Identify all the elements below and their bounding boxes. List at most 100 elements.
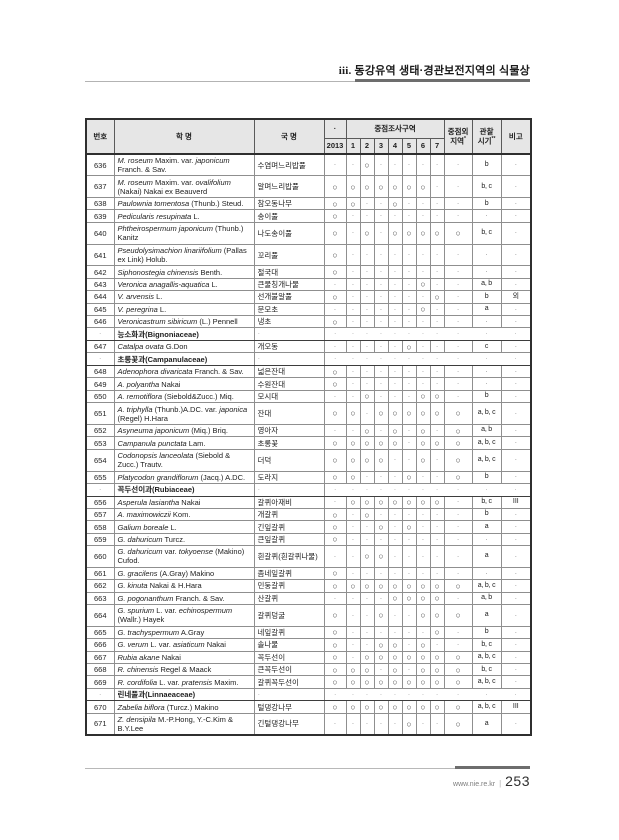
survey-mark-cell: ○ bbox=[415, 591, 431, 606]
survey-mark-cell: · bbox=[373, 153, 389, 177]
survey-mark-cell: ○ bbox=[373, 675, 389, 689]
survey-mark-cell: · bbox=[443, 175, 473, 199]
species-number-cell: 639 bbox=[85, 209, 115, 223]
observation-period-cell: b bbox=[471, 389, 502, 404]
table-header: 번호 학 명 국 명 · 중점조사구역 중점외 지역* 관찰 시기** 비고 201… bbox=[85, 118, 532, 155]
family-filler-cell: · bbox=[444, 482, 473, 497]
korean-name-cell: 갈퀴아재비 bbox=[253, 495, 325, 509]
survey-mark-cell: · bbox=[373, 209, 389, 223]
survey-mark-cell: ○ bbox=[359, 153, 375, 177]
survey-mark-cell: ○ bbox=[373, 520, 389, 534]
korean-name-cell: 꼭두선이 bbox=[253, 650, 325, 665]
family-filler-cell: · bbox=[324, 327, 346, 341]
survey-mark-cell: · bbox=[345, 364, 361, 379]
survey-mark-cell: ○ bbox=[345, 448, 361, 472]
species-number-cell: 669 bbox=[85, 675, 115, 689]
korean-name-cell: 개갈퀴 bbox=[253, 507, 325, 522]
survey-mark-cell: ○ bbox=[387, 436, 403, 450]
species-row: 671 Z. densipila M.-P.Hong, Y.-C.Kim & B.Y… bbox=[85, 712, 532, 736]
korean-name-cell: 큰잎갈퀴 bbox=[253, 532, 325, 547]
survey-mark-cell: · bbox=[443, 243, 473, 267]
survey-mark-cell: ○ bbox=[323, 638, 347, 652]
survey-mark-cell: · bbox=[359, 265, 375, 279]
survey-mark-cell: · bbox=[401, 448, 417, 472]
survey-mark-cell: · bbox=[387, 625, 403, 640]
survey-mark-cell: · bbox=[401, 604, 417, 627]
survey-mark-cell: ○ bbox=[429, 663, 445, 677]
species-number-cell: 659 bbox=[85, 532, 115, 547]
scientific-name-cell: Veronicastrum sibiricum (L.) Pennell bbox=[113, 315, 255, 329]
korean-name-cell: 큰꼭두선이 bbox=[253, 663, 325, 677]
species-row: 648 Adenophora divaricata Franch. & Sav. 넓… bbox=[85, 364, 532, 379]
species-row: 647 Catalpa ovata G.Don 개오동 · · · · · ○ · · · c · bbox=[85, 339, 532, 354]
survey-mark-cell: ○ bbox=[415, 579, 431, 593]
survey-mark-cell: · bbox=[401, 364, 417, 379]
survey-mark-cell: ○ bbox=[415, 495, 431, 509]
survey-mark-cell: · bbox=[429, 243, 445, 267]
note-cell: · bbox=[500, 507, 532, 522]
col-header-plot-2: 2 bbox=[359, 137, 375, 155]
survey-mark-cell: · bbox=[401, 153, 417, 177]
survey-mark-cell: ○ bbox=[359, 579, 375, 593]
family-filler-cell: · bbox=[346, 327, 360, 341]
family-name-cell: 능소화과(Bignoniaceae) bbox=[113, 327, 255, 341]
family-filler-cell: · bbox=[430, 482, 445, 497]
family-filler-cell: · bbox=[430, 352, 445, 366]
outside-area-line1: 중점외 bbox=[447, 127, 469, 137]
species-number-cell: 666 bbox=[85, 638, 115, 652]
survey-mark-cell: · bbox=[345, 532, 361, 547]
observation-period-cell: b bbox=[471, 197, 502, 211]
observation-period-cell: a, b, c bbox=[471, 579, 502, 593]
korean-name-cell: 갈퀴꼭두선이 bbox=[253, 675, 325, 689]
species-number-cell: 642 bbox=[85, 265, 115, 279]
species-row: 654 Codonopsis lanceolata (Siebold & Zucc.… bbox=[85, 448, 532, 472]
note-cell: · bbox=[500, 277, 532, 292]
species-number-cell: 651 bbox=[85, 402, 115, 425]
survey-mark-cell: ○ bbox=[345, 700, 361, 714]
scientific-name-cell: G. trachyspermum A.Gray bbox=[113, 625, 255, 640]
species-row: 665 G. trachyspermum A.Gray 네잎갈퀴 ○ · · · · · · ○ · b… bbox=[85, 625, 532, 640]
family-filler-cell: · bbox=[416, 352, 430, 366]
survey-mark-cell: ○ bbox=[387, 495, 403, 509]
observation-period-cell: a, b bbox=[471, 277, 502, 292]
observation-period-cell: b, c bbox=[471, 663, 502, 677]
observation-period-line1: 관찰 bbox=[479, 127, 494, 137]
note-cell: · bbox=[500, 625, 532, 640]
survey-mark-cell: · bbox=[429, 153, 445, 177]
survey-mark-cell: ○ bbox=[323, 436, 347, 450]
observation-period-cell: b, c bbox=[471, 175, 502, 199]
scientific-name-cell: G. kinuta Nakai & H.Hara bbox=[113, 579, 255, 593]
scientific-name-cell: Paulownia tomentosa (Thunb.) Steud. bbox=[113, 197, 255, 211]
survey-mark-cell: · bbox=[345, 389, 361, 404]
scientific-name-cell: G. dahuricum Turcz. bbox=[113, 532, 255, 547]
species-row: 667 Rubia akane Nakai 꼭두선이 ○ · ○ ○ ○ ○ ○ ○ ○ a, b, c… bbox=[85, 650, 532, 665]
survey-mark-cell: ○ bbox=[359, 675, 375, 689]
survey-mark-cell: · bbox=[415, 532, 431, 547]
family-filler-cell: · bbox=[374, 687, 388, 702]
survey-mark-cell: ○ bbox=[359, 448, 375, 472]
scientific-name-cell: Asyneuma japonicum (Miq.) Briq. bbox=[113, 423, 255, 438]
page-footer: www.nie.re.kr | 253 bbox=[453, 773, 530, 791]
survey-mark-cell: · bbox=[401, 315, 417, 329]
family-filler-cell: · bbox=[324, 352, 346, 366]
survey-mark-cell: · bbox=[345, 638, 361, 652]
survey-mark-cell: ○ bbox=[429, 675, 445, 689]
observation-period-cell: · bbox=[471, 265, 502, 279]
family-name-cell: 초롱꽃과(Campanulaceae) bbox=[113, 352, 255, 366]
species-row: 644 V. arvensis L. 선개불알풀 ○ · · · · · · ○ · b 외 bbox=[85, 290, 532, 304]
survey-mark-cell: · bbox=[359, 302, 375, 317]
survey-mark-cell: ○ bbox=[359, 545, 375, 568]
survey-mark-cell: · bbox=[359, 470, 375, 484]
species-row: 668 R. chinensis Regel & Maack 큰꼭두선이 ○ ○ ○ · ○ ·… bbox=[85, 663, 532, 677]
survey-mark-cell: ○ bbox=[401, 402, 417, 425]
survey-mark-cell: · bbox=[373, 364, 389, 379]
survey-mark-cell: · bbox=[345, 566, 361, 581]
survey-mark-cell: · bbox=[429, 545, 445, 568]
survey-mark-cell: · bbox=[323, 389, 347, 404]
survey-mark-cell: · bbox=[359, 712, 375, 736]
observation-period-cell: a, b, c bbox=[471, 675, 502, 689]
scientific-name-cell: G. verum L. var. asiaticum Nakai bbox=[113, 638, 255, 652]
survey-mark-cell: ○ bbox=[415, 448, 431, 472]
scientific-name-cell: Platycodon grandiflorum (Jacq.) A.DC. bbox=[113, 470, 255, 484]
scientific-name-cell: G. spurium L. var. echinospermum (Wallr.)… bbox=[113, 604, 255, 627]
